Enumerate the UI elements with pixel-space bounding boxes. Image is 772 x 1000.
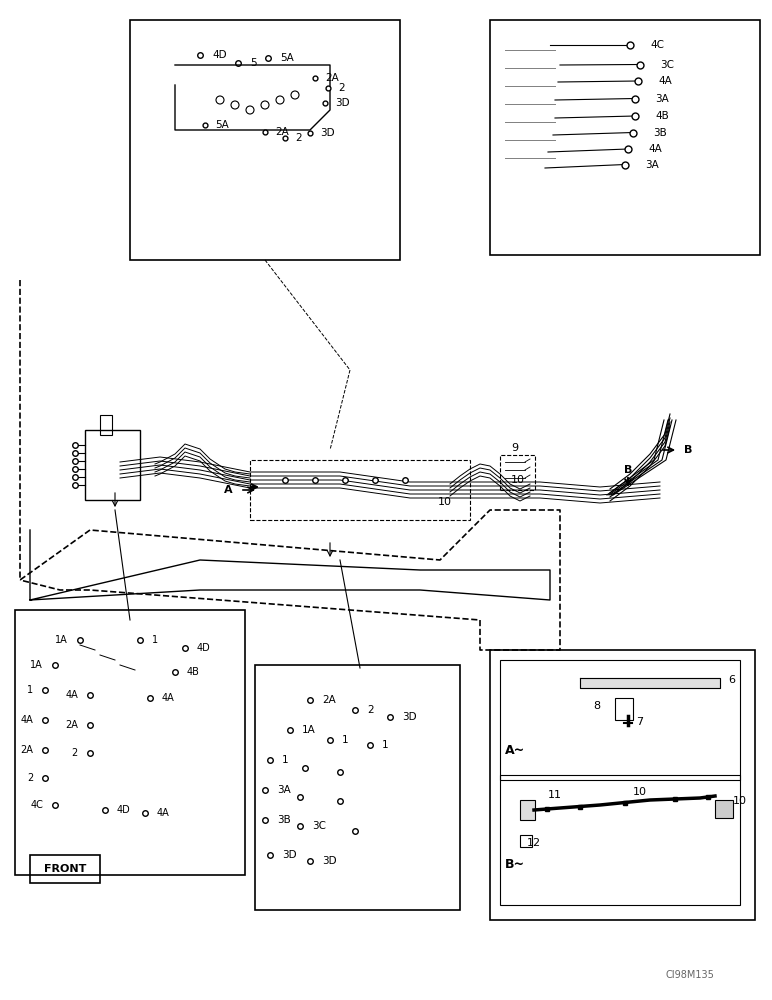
- Text: 4B: 4B: [655, 111, 669, 121]
- Text: 10: 10: [438, 497, 452, 507]
- Bar: [520, 835, 532, 847]
- Bar: [100, 415, 112, 435]
- Text: 4A: 4A: [157, 808, 170, 818]
- Text: 2: 2: [72, 748, 78, 758]
- Text: 1: 1: [152, 635, 158, 645]
- Text: 1A: 1A: [302, 725, 316, 735]
- Text: 4C: 4C: [650, 40, 664, 50]
- Text: 8: 8: [593, 701, 600, 711]
- Bar: [15, 610, 245, 875]
- Bar: [490, 650, 755, 920]
- Text: A: A: [225, 485, 233, 495]
- Text: 3A: 3A: [655, 94, 669, 104]
- Bar: [500, 775, 740, 905]
- Text: 3C: 3C: [312, 821, 326, 831]
- Text: 4A: 4A: [66, 690, 78, 700]
- Polygon shape: [580, 678, 720, 688]
- Text: 2: 2: [367, 705, 374, 715]
- Text: 10: 10: [633, 787, 647, 797]
- Text: 2: 2: [27, 773, 33, 783]
- Text: 4D: 4D: [197, 643, 211, 653]
- Text: B~: B~: [505, 858, 525, 871]
- Text: 3B: 3B: [277, 815, 291, 825]
- Bar: [615, 698, 633, 720]
- Text: 10: 10: [511, 475, 525, 485]
- Bar: [520, 800, 535, 820]
- Bar: [500, 660, 740, 780]
- Text: 4D: 4D: [212, 50, 227, 60]
- Text: 4D: 4D: [117, 805, 130, 815]
- Text: 11: 11: [548, 790, 562, 800]
- Bar: [250, 460, 470, 520]
- Text: 2: 2: [338, 83, 344, 93]
- Text: 4B: 4B: [187, 667, 200, 677]
- Text: 2A: 2A: [65, 720, 78, 730]
- Text: FRONT: FRONT: [44, 864, 86, 874]
- Text: 1A: 1A: [56, 635, 68, 645]
- Text: 2A: 2A: [322, 695, 336, 705]
- Text: B: B: [684, 445, 692, 455]
- Text: 9: 9: [511, 443, 519, 453]
- Text: 3D: 3D: [335, 98, 350, 108]
- Text: 10: 10: [733, 796, 747, 806]
- Text: 2A: 2A: [275, 127, 289, 137]
- Bar: [715, 800, 733, 818]
- Text: 1: 1: [27, 685, 33, 695]
- Text: 5A: 5A: [215, 120, 229, 130]
- Bar: [500, 455, 535, 490]
- Text: 3C: 3C: [660, 60, 674, 70]
- Text: 12: 12: [527, 838, 541, 848]
- Text: 2A: 2A: [325, 73, 339, 83]
- Text: 4A: 4A: [162, 693, 174, 703]
- Bar: [255, 665, 460, 910]
- Text: 3D: 3D: [320, 128, 334, 138]
- Text: 2: 2: [295, 133, 302, 143]
- Text: 3D: 3D: [282, 850, 296, 860]
- Text: 3D: 3D: [322, 856, 337, 866]
- Text: 1: 1: [282, 755, 289, 765]
- Text: 3D: 3D: [402, 712, 417, 722]
- Text: 2A: 2A: [20, 745, 33, 755]
- Text: 6: 6: [728, 675, 735, 685]
- Text: 4A: 4A: [20, 715, 33, 725]
- Text: 5: 5: [250, 58, 256, 68]
- Bar: [30, 855, 100, 883]
- Text: 3A: 3A: [277, 785, 291, 795]
- Text: 3A: 3A: [645, 159, 659, 169]
- Bar: [490, 20, 760, 255]
- Text: 5A: 5A: [280, 53, 294, 63]
- Text: B: B: [624, 465, 632, 475]
- Text: 3B: 3B: [653, 127, 667, 137]
- Bar: [130, 20, 400, 260]
- Text: CI98M135: CI98M135: [665, 970, 714, 980]
- Bar: [85, 430, 140, 500]
- Text: 4A: 4A: [648, 144, 662, 154]
- Text: 1A: 1A: [30, 660, 43, 670]
- Text: 7: 7: [636, 717, 643, 727]
- Text: 1: 1: [382, 740, 388, 750]
- Text: 4C: 4C: [30, 800, 43, 810]
- Text: A~: A~: [505, 744, 525, 756]
- Text: 1: 1: [342, 735, 349, 745]
- Text: 4A: 4A: [658, 76, 672, 86]
